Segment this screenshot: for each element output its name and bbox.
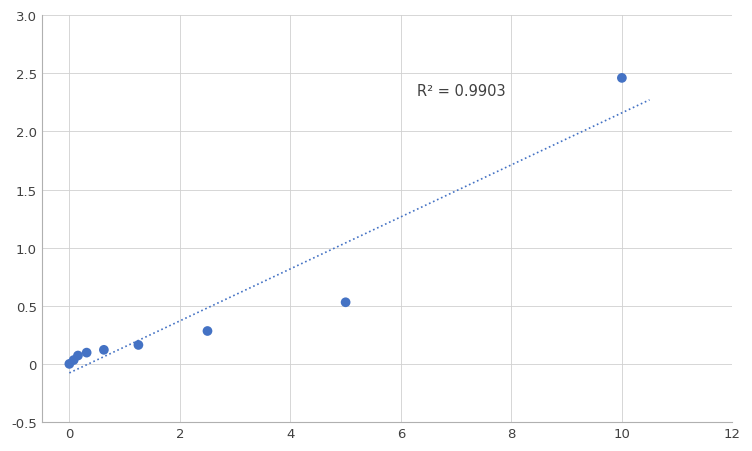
Point [80,349,92,356]
Point [72,352,84,359]
Point [616,75,628,83]
Text: R² = 0.9903: R² = 0.9903 [417,83,506,98]
Point [132,341,144,349]
Point [68,357,80,364]
Point [340,299,352,306]
Point [63,360,75,368]
Point [98,346,110,354]
Point [202,328,214,335]
